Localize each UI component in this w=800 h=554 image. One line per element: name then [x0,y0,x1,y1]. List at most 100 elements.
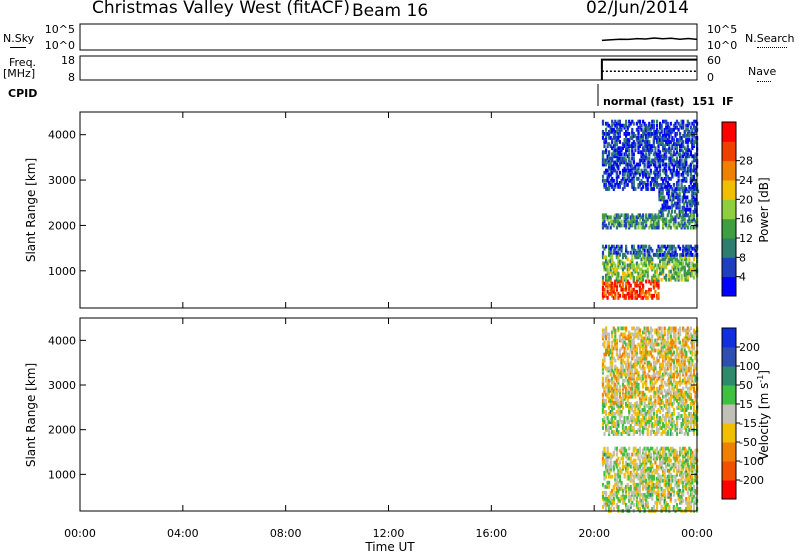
data-cell [609,253,612,258]
data-cell [601,293,605,298]
data-cell [669,348,672,353]
data-cell [646,410,649,414]
data-cell [682,392,685,397]
colorbar-segment [722,347,736,367]
data-cell [666,360,669,365]
data-cell [654,374,657,379]
data-cell [649,219,652,224]
data-cell [645,484,648,489]
data-cell [632,382,635,387]
data-cell [632,287,635,292]
data-cell [620,285,623,290]
data-cell [680,392,683,397]
data-cell [675,172,679,177]
data-cell [640,271,643,276]
data-cell [635,219,638,224]
data-cell [611,356,614,361]
data-cell [675,450,679,455]
data-cell [643,420,646,424]
data-cell [686,480,689,485]
data-cell [626,382,629,387]
data-cell [606,285,609,290]
data-cell [637,136,640,140]
data-cell [623,296,626,300]
data-cell [603,446,606,451]
data-cell [672,263,675,268]
data-cell [629,376,632,381]
data-cell [688,261,691,266]
data-cell [628,432,631,436]
data-cell [615,277,618,282]
data-cell [686,127,689,132]
data-cell [635,263,638,268]
data-cell [605,410,608,414]
data-cell [674,482,677,487]
data-cell [692,330,696,335]
data-cell [675,252,679,257]
data-cell [618,336,621,341]
data-cell [665,148,668,153]
data-cell [678,199,681,204]
data-cell [605,334,608,339]
data-cell [665,150,668,155]
data-cell [642,285,645,290]
data-cell [662,269,665,274]
data-cell [692,225,696,230]
data-cell [693,207,697,212]
data-cell [655,221,659,226]
data-cell [621,460,625,465]
data-cell [654,269,657,274]
data-cell [680,388,683,393]
data-cell [688,271,691,276]
data-cell [640,366,643,371]
data-cell [614,474,617,479]
data-cell [635,326,638,331]
freq-ytick-top: 18 [61,54,75,67]
data-cell [617,156,620,161]
data-cell [651,293,654,298]
data-cell [640,356,643,361]
data-cell [635,482,638,487]
data-cell [675,275,679,280]
data-cell [634,466,637,471]
data-cell [642,273,645,278]
data-cell [669,466,672,471]
data-cell [681,207,684,212]
data-cell [632,496,635,501]
data-cell [640,140,643,144]
data-cell [623,160,626,165]
data-cell [669,277,672,282]
data-cell [632,474,635,479]
data-cell [689,480,692,485]
data-cell [648,452,651,457]
data-cell [680,261,683,266]
data-cell [628,392,631,397]
data-cell [628,162,631,167]
data-cell [640,158,643,163]
data-cell [645,480,648,485]
data-cell [682,164,685,169]
data-cell [662,456,665,461]
data-cell [685,148,688,153]
data-cell [689,366,692,371]
data-cell [648,142,651,146]
data-cell [621,364,625,369]
data-cell [679,261,682,266]
data-cell [663,468,666,473]
data-cell [669,346,672,351]
data-cell [692,158,696,163]
data-cell [637,336,640,341]
data-cell [646,362,649,367]
data-cell [618,152,621,157]
data-cell [691,358,694,363]
data-cell [657,265,660,270]
data-cell [609,418,612,422]
data-cell [669,380,672,385]
data-cell [668,156,671,161]
data-cell [654,400,657,405]
data-cell [662,144,665,148]
data-cell [631,289,634,294]
data-cell [629,424,632,428]
data-cell [623,123,626,128]
data-cell [668,219,671,224]
